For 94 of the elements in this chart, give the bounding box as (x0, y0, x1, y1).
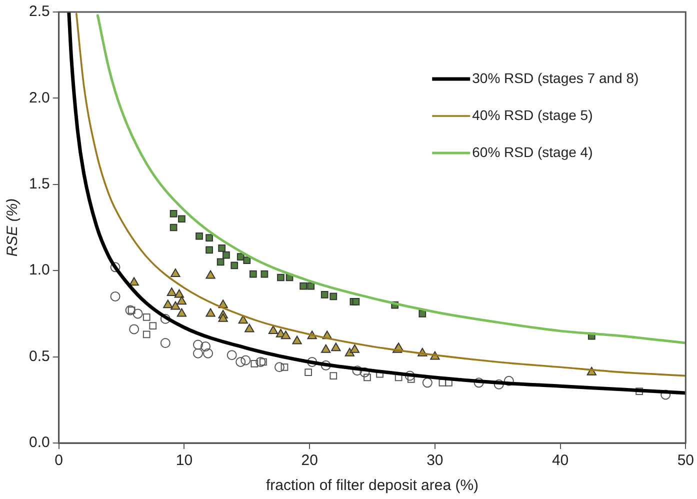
point (636, 388, 643, 395)
point (206, 246, 213, 254)
point (142, 313, 150, 321)
point (360, 367, 370, 378)
point (203, 348, 214, 358)
point (222, 251, 230, 259)
point (218, 313, 228, 322)
y-tick-label: 2.0 (28, 89, 50, 106)
y-axis-title: RSE (%) (4, 198, 22, 257)
point (170, 210, 178, 218)
point (268, 325, 278, 334)
point (176, 308, 187, 317)
legend-label: 40% RSD (stage 5) (472, 106, 593, 123)
point (292, 336, 302, 344)
point (280, 330, 291, 340)
point (300, 282, 307, 290)
point (170, 224, 178, 232)
point (206, 234, 213, 242)
point (240, 355, 251, 366)
point (226, 350, 237, 360)
point (330, 372, 338, 380)
point (196, 232, 203, 240)
point (350, 344, 360, 353)
point (364, 374, 371, 382)
point (494, 379, 504, 390)
y-tick-label: 1.0 (28, 262, 50, 279)
point (277, 274, 284, 282)
y-tick-label: 0.5 (28, 348, 50, 365)
point (200, 341, 211, 352)
point (352, 298, 360, 306)
point (243, 256, 251, 264)
point (206, 270, 216, 279)
legend-label: 60% RSD (stage 4) (472, 144, 593, 160)
point (129, 324, 140, 334)
point (166, 288, 177, 296)
point (174, 289, 184, 298)
point (216, 258, 224, 266)
point (307, 282, 315, 290)
point (422, 378, 432, 388)
x-tick-label: 10 (176, 452, 193, 470)
point (504, 376, 514, 386)
point (110, 262, 120, 272)
point (331, 342, 341, 352)
x-tick-label: 40 (552, 452, 569, 470)
point (236, 356, 246, 367)
point (280, 363, 288, 371)
legend-label: 30% RSD (stages 7 and 8) (472, 70, 639, 86)
point (304, 368, 312, 376)
point (404, 370, 415, 381)
point (320, 291, 328, 298)
point (160, 314, 170, 324)
point (407, 376, 415, 383)
point (125, 305, 136, 316)
x-tick-label: 0 (54, 452, 64, 470)
point (249, 270, 257, 278)
point (129, 277, 139, 286)
x-tick-label: 30 (426, 452, 444, 470)
y-tick-label: 1.5 (28, 176, 50, 193)
y-tick-label: 0.0 (28, 434, 50, 452)
point (193, 348, 204, 358)
point (474, 378, 484, 388)
point (170, 268, 180, 278)
point (238, 315, 248, 324)
point (176, 296, 187, 305)
point (260, 358, 267, 366)
x-tick-label: 20 (301, 452, 318, 470)
point (163, 300, 173, 308)
point (352, 366, 362, 376)
point (110, 291, 120, 302)
point (132, 308, 143, 319)
point (330, 292, 338, 300)
point (193, 340, 204, 350)
point (206, 308, 216, 317)
point (244, 324, 254, 332)
point (160, 338, 170, 348)
point (274, 362, 284, 372)
point (218, 244, 226, 252)
point (344, 348, 355, 356)
x-axis-title: fraction of filter deposit area (%) (266, 477, 479, 494)
point (230, 262, 238, 270)
point (307, 356, 318, 367)
point (260, 270, 268, 278)
point (170, 301, 180, 310)
x-tick-label: 50 (677, 452, 694, 470)
point (128, 306, 136, 314)
y-tick-label: 2.5 (28, 3, 50, 20)
point (250, 360, 258, 368)
point (321, 344, 331, 353)
point (256, 356, 266, 367)
point (418, 310, 426, 318)
point (320, 360, 331, 370)
point (149, 322, 157, 330)
point (142, 330, 150, 338)
point (178, 215, 186, 223)
